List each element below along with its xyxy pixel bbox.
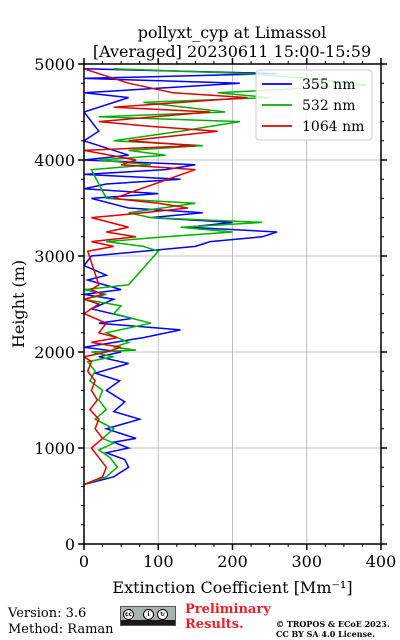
copyright-line-1: © TROPOS & ECoE 2023. bbox=[276, 619, 390, 629]
y-tick-label: 5000 bbox=[34, 55, 75, 74]
x-tick-label: 400 bbox=[366, 552, 397, 571]
legend-label: 1064 nm bbox=[302, 119, 364, 135]
preliminary-line-2: Results. bbox=[185, 617, 244, 632]
version-label: Version: 3.6 bbox=[8, 606, 87, 621]
cc-circle-icon: cc bbox=[123, 609, 134, 620]
series-line-1 bbox=[84, 68, 367, 486]
chart-title: pollyxt_cyp at Limassol bbox=[138, 23, 327, 42]
cc-badge-strip bbox=[121, 620, 175, 625]
x-tick-label: 0 bbox=[79, 552, 89, 571]
preliminary-line-1: Preliminary bbox=[185, 602, 271, 617]
legend-label: 532 nm bbox=[302, 98, 355, 114]
x-axis-label: Extinction Coefficient [Mm⁻¹] bbox=[112, 578, 352, 597]
method-label: Method: Raman bbox=[8, 622, 114, 637]
copyright-line-2: CC BY SA 4.0 License. bbox=[276, 629, 375, 639]
legend-label: 355 nm bbox=[302, 77, 355, 93]
y-axis-label: Height (m) bbox=[9, 260, 28, 348]
series-line-2 bbox=[84, 68, 248, 486]
legend-box bbox=[255, 69, 373, 141]
x-tick-label: 300 bbox=[291, 552, 322, 571]
y-tick-label: 1000 bbox=[34, 439, 75, 458]
copyright-notice: © TROPOS & ECoE 2023. CC BY SA 4.0 Licen… bbox=[276, 619, 390, 639]
y-tick-label: 0 bbox=[65, 535, 75, 554]
series-line-0 bbox=[84, 68, 278, 486]
x-tick-label: 200 bbox=[217, 552, 248, 571]
cc-sa-icon: ↻ bbox=[157, 609, 168, 620]
preliminary-notice: Preliminary Results. bbox=[185, 602, 271, 632]
cc-by-sa-icon: cc i ↻ bbox=[120, 606, 176, 626]
y-tick-label: 3000 bbox=[34, 247, 75, 266]
cc-by-icon: i bbox=[143, 609, 154, 620]
y-tick-label: 4000 bbox=[34, 151, 75, 170]
y-tick-label: 2000 bbox=[34, 343, 75, 362]
chart-subtitle: [Averaged] 20230611 15:00-15:59 bbox=[93, 42, 371, 61]
x-tick-label: 100 bbox=[143, 552, 174, 571]
